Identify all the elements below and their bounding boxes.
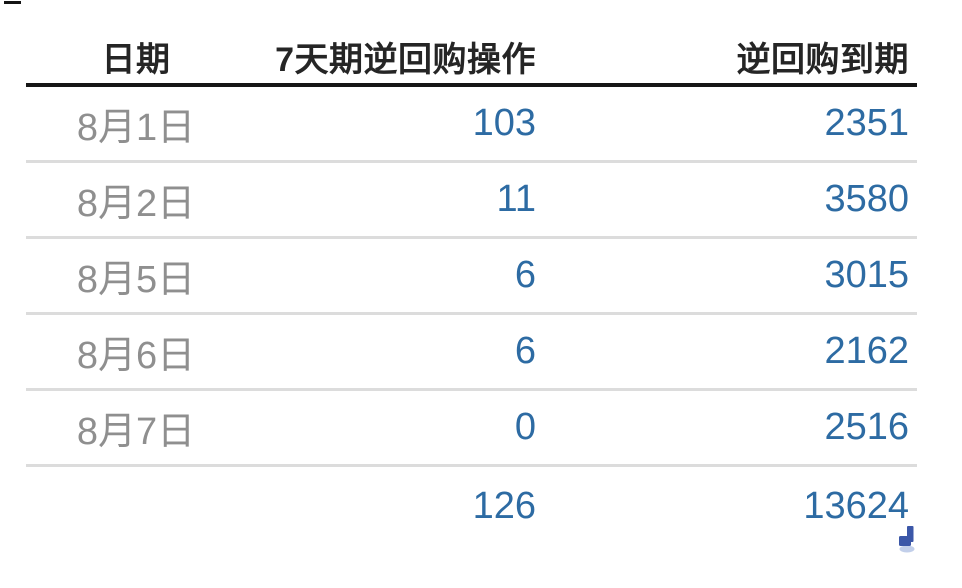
operation-cell: 0 bbox=[514, 406, 536, 448]
blue-marker-icon bbox=[898, 525, 918, 558]
table-row: 8月1日 103 2351 bbox=[26, 87, 917, 163]
date-cell: 8月2日 bbox=[76, 183, 196, 225]
date-cell: 8月1日 bbox=[76, 107, 196, 149]
date-cell: 8月6日 bbox=[76, 335, 196, 377]
repo-data-table: 日期 7天期逆回购操作 逆回购到期 8月1日 103 2351 8月2日 11 … bbox=[26, 0, 917, 545]
table-header-row: 日期 7天期逆回购操作 逆回购到期 bbox=[26, 30, 917, 87]
totals-maturity-cell: 13624 bbox=[803, 484, 909, 527]
column-header-maturity: 逆回购到期 bbox=[736, 41, 909, 79]
maturity-cell: 2162 bbox=[824, 330, 909, 372]
operation-cell: 11 bbox=[496, 178, 536, 220]
totals-empty-cell bbox=[26, 467, 246, 545]
maturity-cell: 2351 bbox=[824, 102, 909, 144]
table-totals-row: 126 13624 bbox=[26, 467, 917, 545]
column-header-operation: 7天期逆回购操作 bbox=[275, 41, 536, 79]
date-cell: 8月7日 bbox=[76, 411, 196, 453]
table-row: 8月5日 6 3015 bbox=[26, 239, 917, 315]
stray-mark bbox=[4, 1, 21, 4]
table-row: 8月6日 6 2162 bbox=[26, 315, 917, 391]
maturity-cell: 2516 bbox=[824, 406, 909, 448]
operation-cell: 6 bbox=[514, 254, 536, 296]
table-row: 8月7日 0 2516 bbox=[26, 391, 917, 467]
operation-cell: 6 bbox=[514, 330, 536, 372]
column-header-date: 日期 bbox=[101, 41, 171, 79]
date-cell: 8月5日 bbox=[76, 259, 196, 301]
maturity-cell: 3580 bbox=[824, 178, 909, 220]
table-row: 8月2日 11 3580 bbox=[26, 163, 917, 239]
totals-operation-cell: 126 bbox=[472, 484, 536, 527]
operation-cell: 103 bbox=[472, 102, 536, 144]
maturity-cell: 3015 bbox=[824, 254, 909, 296]
